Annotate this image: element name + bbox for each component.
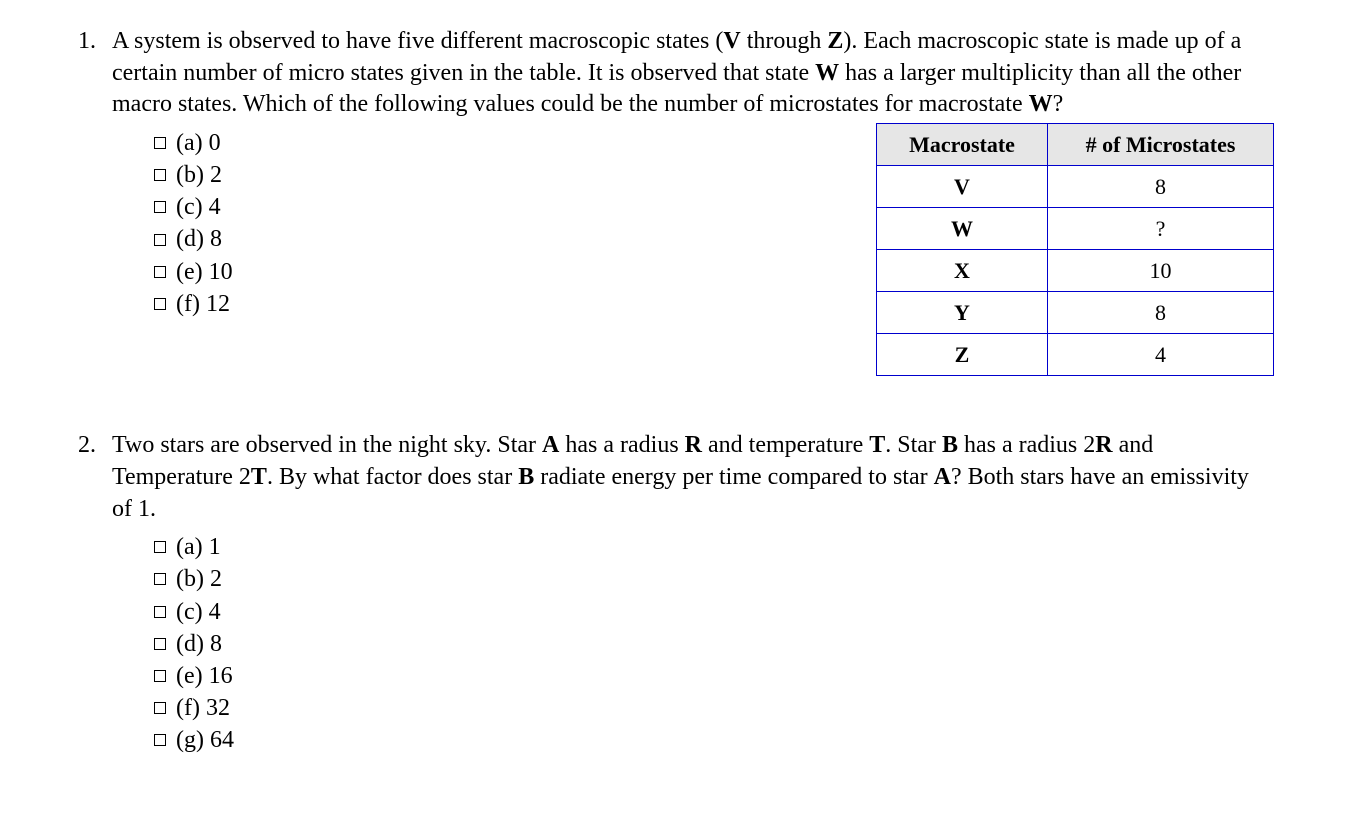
question-number: 1. <box>56 26 112 376</box>
checkbox-icon <box>154 638 166 650</box>
option-label: (b) 2 <box>176 563 222 595</box>
option-c[interactable]: (c) 4 <box>154 191 233 223</box>
microstates-table-wrap: Macrostate # of Microstates V8 W? X10 Y8… <box>856 121 1274 376</box>
table-row: V8 <box>877 166 1274 208</box>
cell-count: 8 <box>1048 292 1274 334</box>
header-macrostate: Macrostate <box>877 124 1048 166</box>
checkbox-icon <box>154 201 166 213</box>
question-text: Two stars are observed in the night sky.… <box>112 430 1274 525</box>
question-body: Two stars are observed in the night sky.… <box>112 430 1274 756</box>
option-label: (d) 8 <box>176 223 222 255</box>
table-row: X10 <box>877 250 1274 292</box>
question-row: (a) 0 (b) 2 (c) 4 (d) 8 (e) 10 (f) 12 Ma… <box>112 121 1274 376</box>
option-label: (a) 1 <box>176 531 221 563</box>
cell-state: Y <box>877 292 1048 334</box>
option-label: (e) 10 <box>176 256 233 288</box>
table-row: Z4 <box>877 334 1274 376</box>
option-label: (g) 64 <box>176 724 234 756</box>
checkbox-icon <box>154 670 166 682</box>
checkbox-icon <box>154 298 166 310</box>
checkbox-icon <box>154 734 166 746</box>
question-text: A system is observed to have five differ… <box>112 26 1274 121</box>
checkbox-icon <box>154 266 166 278</box>
checkbox-icon <box>154 137 166 149</box>
option-b[interactable]: (b) 2 <box>154 563 1274 595</box>
cell-state: X <box>877 250 1048 292</box>
checkbox-icon <box>154 573 166 585</box>
table-row: Y8 <box>877 292 1274 334</box>
option-label: (f) 32 <box>176 692 230 724</box>
options-list: (a) 0 (b) 2 (c) 4 (d) 8 (e) 10 (f) 12 <box>154 127 233 320</box>
page: 1. A system is observed to have five dif… <box>0 0 1364 756</box>
option-g[interactable]: (g) 64 <box>154 724 1274 756</box>
checkbox-icon <box>154 234 166 246</box>
cell-count: ? <box>1048 208 1274 250</box>
header-microstates: # of Microstates <box>1048 124 1274 166</box>
option-label: (a) 0 <box>176 127 221 159</box>
option-label: (e) 16 <box>176 660 233 692</box>
microstates-table: Macrostate # of Microstates V8 W? X10 Y8… <box>876 123 1274 376</box>
checkbox-icon <box>154 169 166 181</box>
option-e[interactable]: (e) 10 <box>154 256 233 288</box>
cell-count: 10 <box>1048 250 1274 292</box>
option-f[interactable]: (f) 12 <box>154 288 233 320</box>
table-header-row: Macrostate # of Microstates <box>877 124 1274 166</box>
options-list: (a) 1 (b) 2 (c) 4 (d) 8 (e) 16 (f) 32 (g… <box>154 531 1274 756</box>
question-number: 2. <box>56 430 112 756</box>
option-label: (f) 12 <box>176 288 230 320</box>
question-1: 1. A system is observed to have five dif… <box>56 26 1274 376</box>
cell-state: V <box>877 166 1048 208</box>
option-label: (b) 2 <box>176 159 222 191</box>
checkbox-icon <box>154 606 166 618</box>
cell-state: W <box>877 208 1048 250</box>
option-d[interactable]: (d) 8 <box>154 628 1274 660</box>
question-2: 2. Two stars are observed in the night s… <box>56 430 1274 756</box>
option-f[interactable]: (f) 32 <box>154 692 1274 724</box>
checkbox-icon <box>154 702 166 714</box>
option-b[interactable]: (b) 2 <box>154 159 233 191</box>
option-a[interactable]: (a) 1 <box>154 531 1274 563</box>
option-a[interactable]: (a) 0 <box>154 127 233 159</box>
checkbox-icon <box>154 541 166 553</box>
option-d[interactable]: (d) 8 <box>154 223 233 255</box>
option-label: (c) 4 <box>176 191 221 223</box>
cell-count: 4 <box>1048 334 1274 376</box>
table-row: W? <box>877 208 1274 250</box>
option-label: (d) 8 <box>176 628 222 660</box>
cell-state: Z <box>877 334 1048 376</box>
question-body: A system is observed to have five differ… <box>112 26 1274 376</box>
option-label: (c) 4 <box>176 596 221 628</box>
option-e[interactable]: (e) 16 <box>154 660 1274 692</box>
option-c[interactable]: (c) 4 <box>154 596 1274 628</box>
cell-count: 8 <box>1048 166 1274 208</box>
